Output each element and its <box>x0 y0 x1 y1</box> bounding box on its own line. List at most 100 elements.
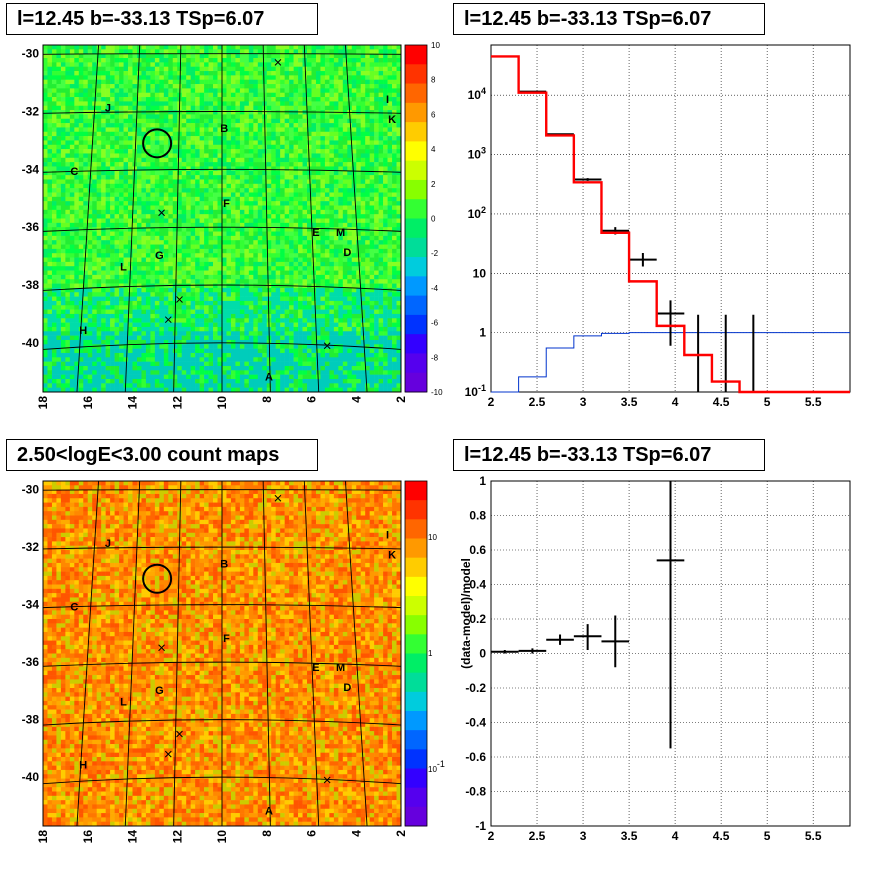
title-count-map: 2.50<logE<3.00 count maps <box>6 439 318 471</box>
map-residual-source-label: L <box>120 262 127 274</box>
map-count-y-tick: -32 <box>22 540 40 554</box>
spectrum-y-tick: 103 <box>468 146 486 162</box>
map-count-x-tick: 4 <box>349 830 363 837</box>
map-residual-cross-marker <box>158 209 165 217</box>
spectrum-y-tick: 104 <box>468 86 486 102</box>
residual-data-point <box>518 648 547 654</box>
map-residual-colorbar-tick: -4 <box>431 284 439 293</box>
map-residual-x-tick: 18 <box>36 396 50 410</box>
map-residual-colorbar-tick: 6 <box>431 110 436 119</box>
residual-y-tick: 0.2 <box>469 612 486 626</box>
map-residual-y-tick: -36 <box>22 220 40 234</box>
map-count-cross-marker <box>164 750 172 758</box>
residual-y-tick: 0.6 <box>469 543 486 557</box>
map-count-x-tick: 6 <box>305 830 319 837</box>
residual-y-tick: 0.4 <box>469 578 486 592</box>
residual-y-tick: -0.8 <box>465 785 486 799</box>
map-count-cross-marker <box>274 494 282 502</box>
map-residual-y-tick: -32 <box>22 105 40 119</box>
title-spectrum: l=12.45 b=-33.13 TSp=6.07 <box>453 3 765 35</box>
map-count-source-label: A <box>265 806 273 818</box>
title-map-residual: l=12.45 b=-33.13 TSp=6.07 <box>6 3 318 35</box>
map-residual-source-label: E <box>312 227 319 239</box>
map-count-source-label: F <box>223 633 230 645</box>
residual-x-tick: 4.5 <box>713 829 730 843</box>
map-count-source-label: J <box>105 538 111 550</box>
map-residual-cross-marker <box>323 342 331 350</box>
map-residual-x-tick: 14 <box>126 396 140 410</box>
map-count-source-label: D <box>343 682 351 694</box>
map-residual-x-tick: 8 <box>260 396 274 403</box>
map-residual-colorbar <box>404 44 428 393</box>
residual-data-point <box>546 634 574 645</box>
residual-x-tick: 5 <box>764 829 771 843</box>
residual-x-tick: 2 <box>488 829 495 843</box>
map-residual-cross-marker <box>274 58 282 66</box>
map-residual-cross-marker <box>176 296 183 303</box>
map-count-x-tick: 8 <box>260 830 274 837</box>
map-count-colorbar-tick: 1 <box>428 649 433 658</box>
residual-x-tick: 3 <box>580 829 587 843</box>
map-residual-source-label: D <box>343 247 351 259</box>
spectrum-data-point <box>573 178 602 181</box>
map-residual-y-tick: -40 <box>22 336 40 350</box>
map-count-x-tick: 18 <box>36 830 50 844</box>
map-residual-x-tick: 16 <box>81 396 95 410</box>
residual-x-tick: 4 <box>672 829 679 843</box>
spectrum-y-tick: 1 <box>479 326 486 340</box>
spectrum-x-tick: 4.5 <box>713 395 730 409</box>
spectrum-y-tick: 10 <box>473 266 487 280</box>
spectrum-x-tick: 2.5 <box>529 395 546 409</box>
map-count-cross-marker <box>176 730 183 738</box>
map-residual-source-label: J <box>105 103 111 115</box>
spectrum-x-tick: 3.5 <box>621 395 638 409</box>
map-residual-graticule <box>42 44 402 393</box>
map-count-colorbar-tick: 10 <box>428 533 437 542</box>
residual-y-tick: -1 <box>475 819 486 833</box>
spectrum-y-tick: 10-1 <box>465 383 486 399</box>
map-count-x-tick: 12 <box>170 830 184 844</box>
map-residual-colorbar-tick: 2 <box>431 180 436 189</box>
map-count-source-label: B <box>220 558 228 570</box>
spectrum-x-tick: 2 <box>488 395 495 409</box>
spectrum-series-line <box>491 55 850 394</box>
residual-y-tick: 1 <box>479 474 486 488</box>
spectrum-x-tick: 3 <box>580 395 587 409</box>
residual-y-tick: -0.4 <box>465 716 486 730</box>
map-count-source-label: I <box>386 530 389 542</box>
map-count-source-label: H <box>79 760 87 772</box>
map-residual-colorbar-tick: -6 <box>431 319 439 328</box>
spectrum-series-line <box>491 332 850 393</box>
map-residual-colorbar-tick: 0 <box>431 215 436 224</box>
map-residual-cross-marker <box>164 316 172 324</box>
map-residual-colorbar-tick: -10 <box>431 388 443 397</box>
map-count-cross-marker <box>323 776 331 784</box>
spectrum-y-tick: 102 <box>468 205 486 221</box>
map-residual-source-label: A <box>265 371 273 383</box>
map-residual-roi-circle <box>142 128 173 159</box>
map-residual-source-label: B <box>220 123 228 135</box>
map-count-source-label: C <box>70 601 78 613</box>
residual-data-point <box>601 615 630 668</box>
spectrum-frame <box>490 44 851 393</box>
map-count-y-tick: -38 <box>22 713 40 727</box>
map-residual-source-label: I <box>386 94 389 106</box>
spectrum-grid <box>491 45 850 392</box>
map-residual-colorbar-tick: 10 <box>431 41 440 50</box>
map-count-pixels <box>43 481 402 827</box>
spectrum-x-tick: 5 <box>764 395 771 409</box>
residual-y-tick: -0.2 <box>465 681 486 695</box>
map-residual-colorbar-tick: -8 <box>431 353 439 362</box>
map-residual-x-tick: 6 <box>305 396 319 403</box>
residual-y-tick: -0.6 <box>465 750 486 764</box>
map-count-colorbar <box>404 480 428 827</box>
map-residual-y-tick: -30 <box>22 47 40 61</box>
map-residual-y-tick: -34 <box>22 162 40 176</box>
map-count-cross-marker <box>158 644 165 652</box>
spectrum-data-point <box>629 252 657 267</box>
map-residual-source-label: F <box>223 198 230 210</box>
map-residual-source-label: C <box>70 166 78 178</box>
map-count-x-tick: 16 <box>81 830 95 844</box>
title-residual: l=12.45 b=-33.13 TSp=6.07 <box>453 439 765 471</box>
